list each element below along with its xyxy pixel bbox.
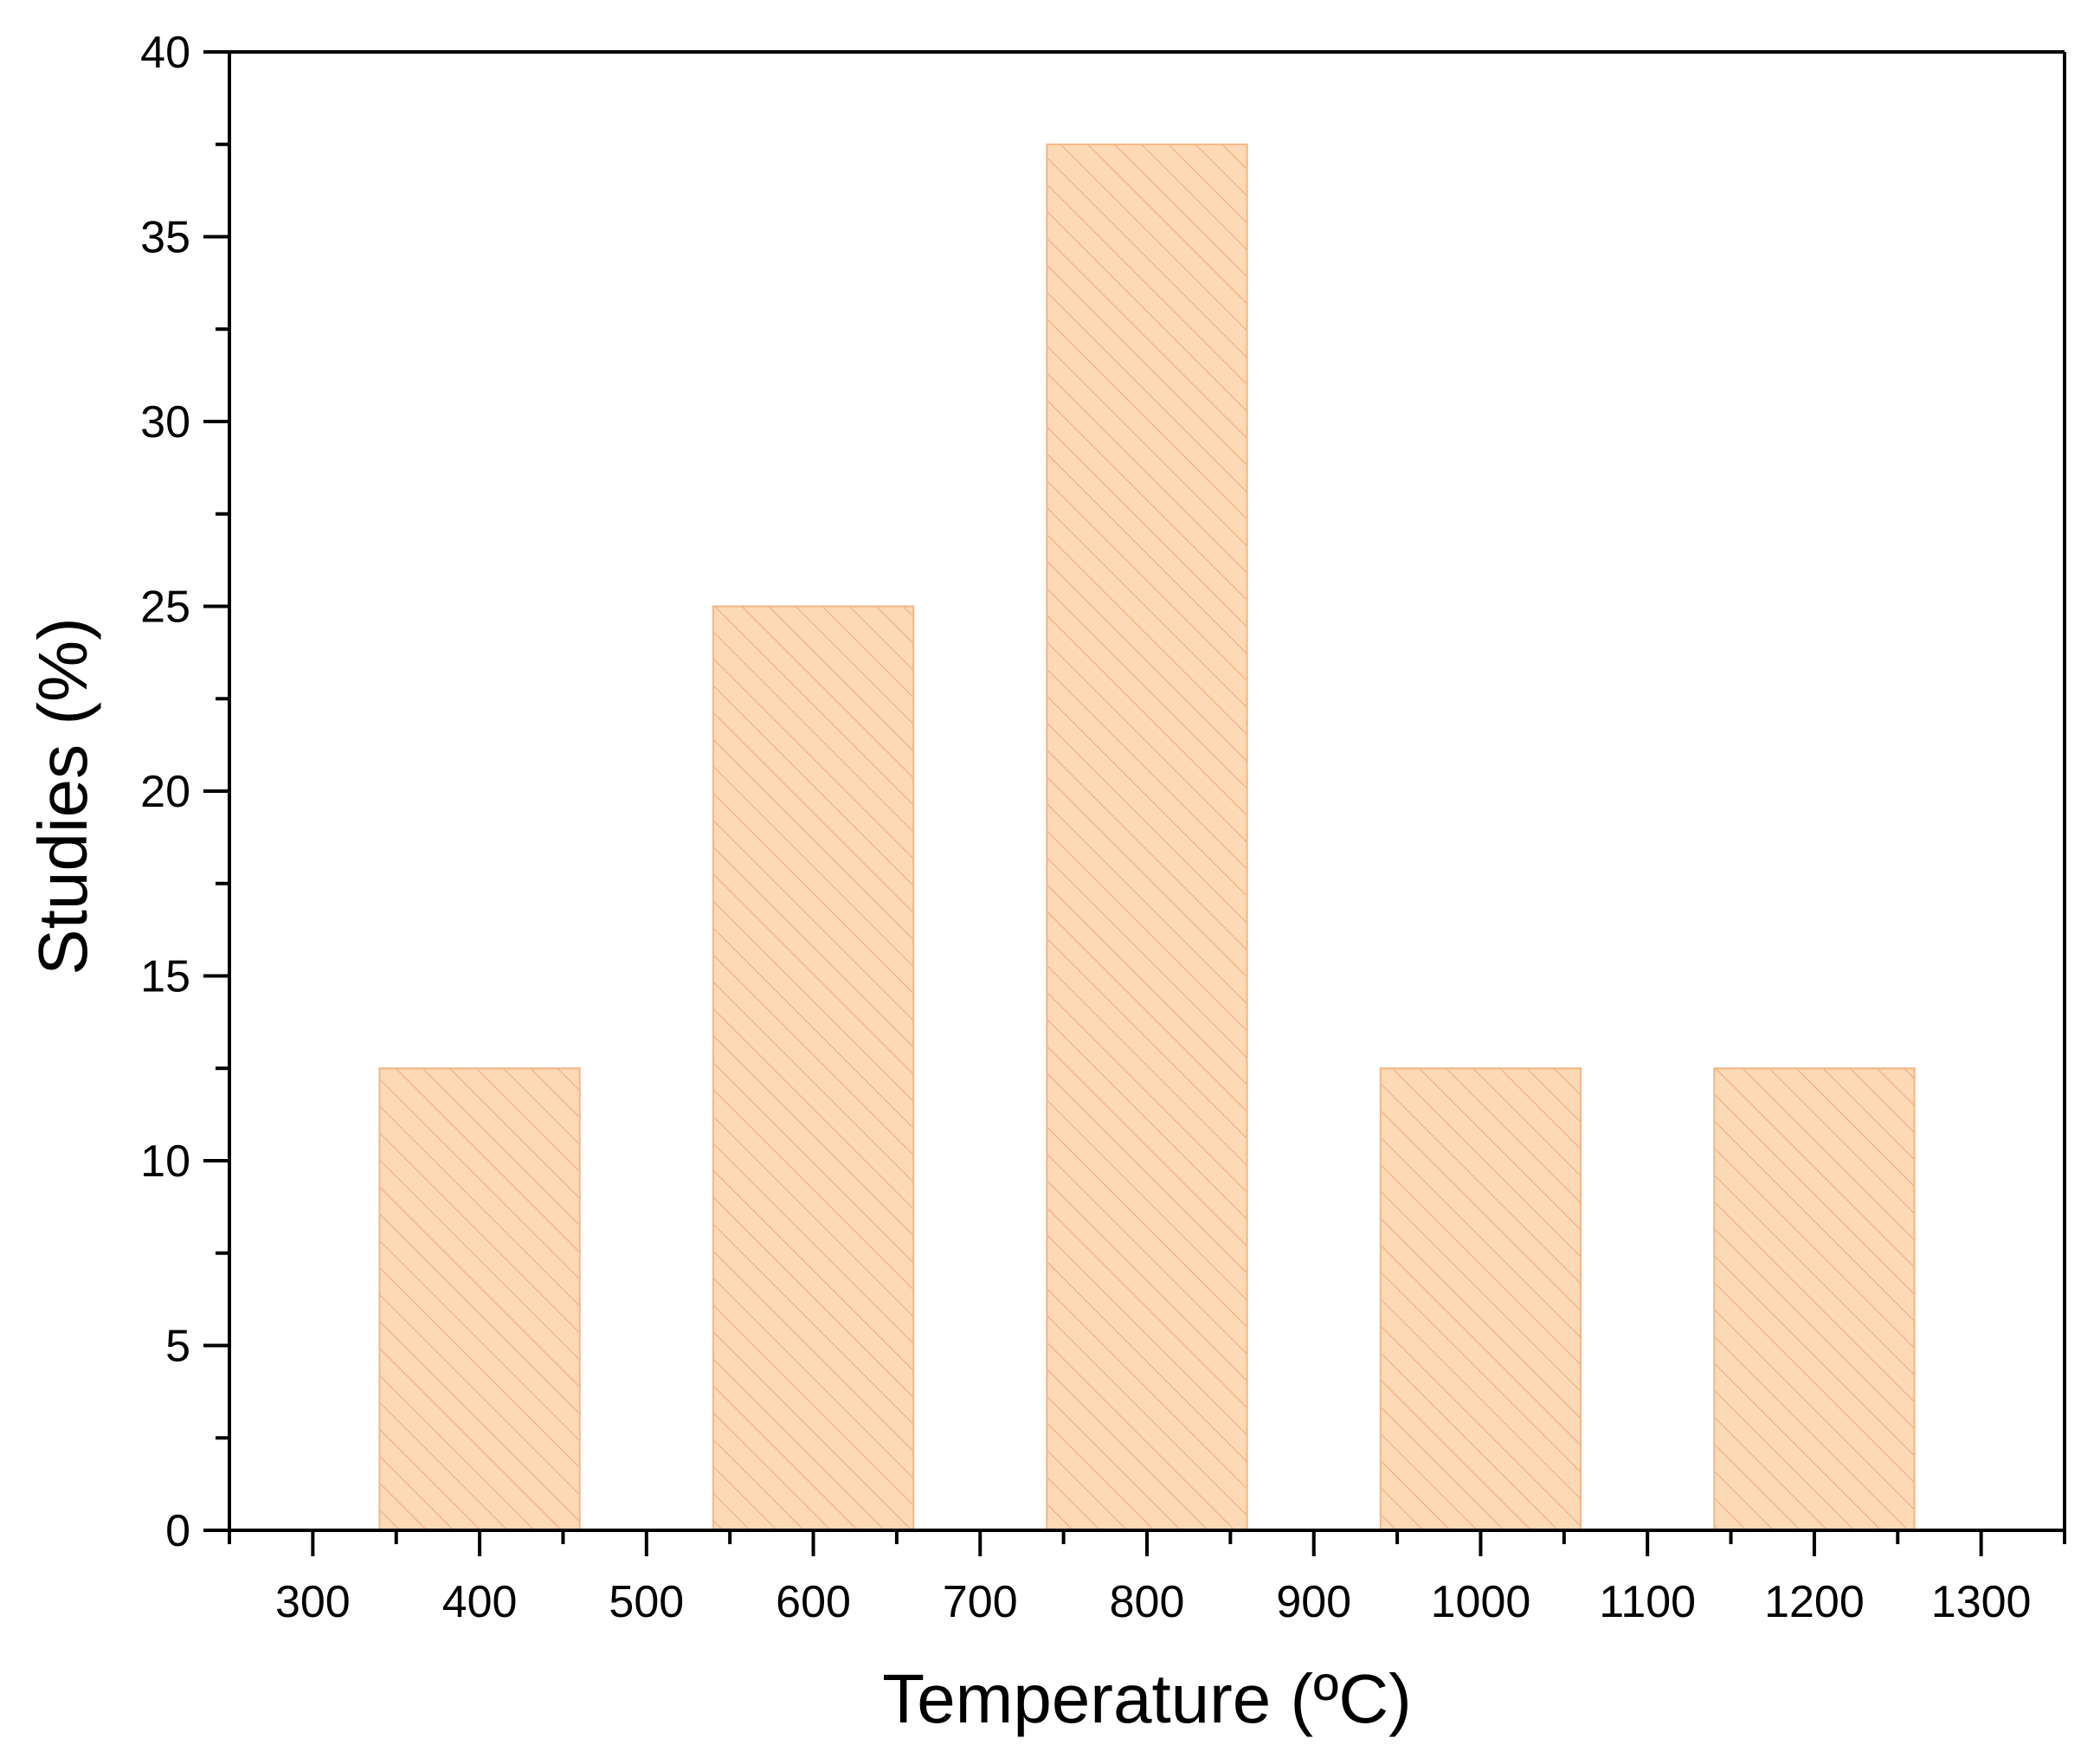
x-tick-label: 1200 <box>1764 1577 1865 1627</box>
bar-hatch-400 <box>378 1067 581 1531</box>
y-tick-label: 5 <box>165 1322 190 1372</box>
x-tick-label: 400 <box>442 1577 518 1627</box>
x-tick-label: 1100 <box>1599 1577 1696 1627</box>
y-tick-label: 10 <box>140 1136 190 1187</box>
bar-hatch-600 <box>712 605 915 1531</box>
bar-hatch-1000 <box>1379 1067 1582 1531</box>
y-ticks-group: 0 5 10 15 20 25 30 35 40 <box>140 28 229 1556</box>
bar-hatch-800 <box>1046 143 1248 1531</box>
x-tick-label: 600 <box>776 1577 851 1627</box>
x-axis-title: Temperature (ºC) <box>882 1660 1412 1737</box>
x-tick-label: 900 <box>1276 1577 1351 1627</box>
y-tick-label: 25 <box>140 583 190 633</box>
x-tick-label: 1300 <box>1931 1577 2032 1627</box>
y-tick-label: 15 <box>140 952 190 1002</box>
y-tick-label: 35 <box>140 213 190 263</box>
y-tick-label: 30 <box>140 397 190 447</box>
y-axis-title: Studies (%) <box>24 617 101 975</box>
x-tick-label: 1000 <box>1431 1577 1531 1627</box>
x-tick-label: 300 <box>275 1577 351 1627</box>
y-tick-label: 40 <box>140 28 190 78</box>
y-tick-label: 20 <box>140 767 190 817</box>
x-ticks-group: 300 400 500 600 700 800 900 1000 1100 1200 1300 <box>228 1530 2066 1627</box>
bar-hatch-1200 <box>1713 1067 1916 1531</box>
x-tick-label: 700 <box>943 1577 1018 1627</box>
y-tick-label: 0 <box>165 1506 190 1556</box>
bars-group <box>378 143 1916 1531</box>
x-tick-label: 800 <box>1110 1577 1185 1627</box>
x-tick-label: 500 <box>609 1577 684 1627</box>
